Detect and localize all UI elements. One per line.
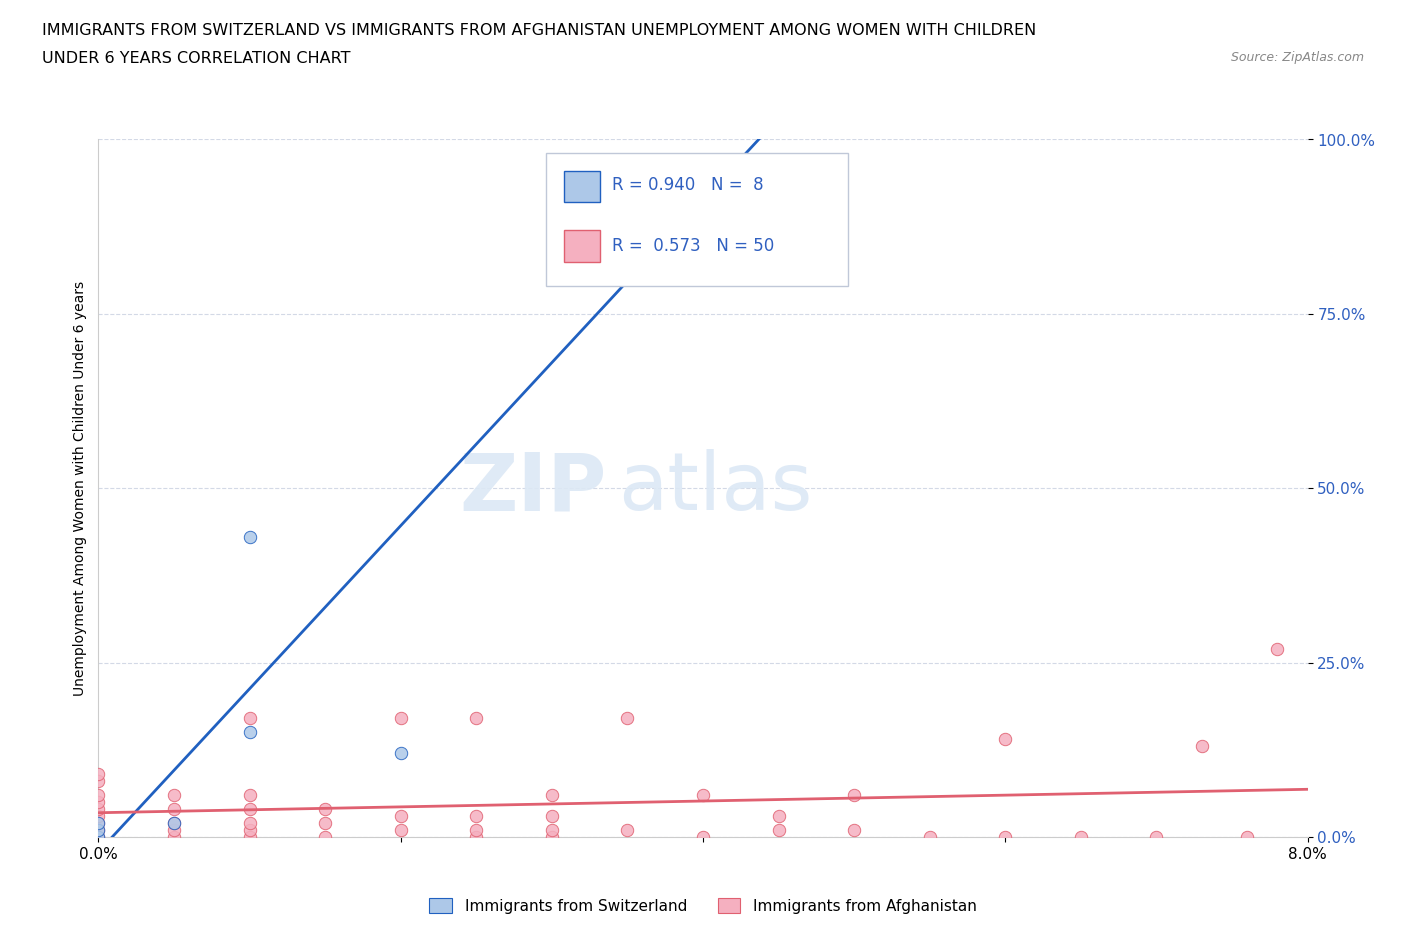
- Point: [1236, 830, 1258, 844]
- Point: [389, 809, 412, 824]
- Point: [1070, 830, 1092, 844]
- Point: [163, 830, 186, 844]
- Point: [87, 766, 110, 781]
- Point: [540, 809, 562, 824]
- Point: [1144, 830, 1167, 844]
- Bar: [564, 171, 600, 203]
- Point: [465, 823, 488, 837]
- Point: [540, 788, 562, 803]
- Point: [389, 823, 412, 837]
- Point: [87, 788, 110, 803]
- Point: [163, 788, 186, 803]
- Text: atlas: atlas: [619, 449, 813, 527]
- Point: [87, 816, 110, 830]
- Point: [87, 809, 110, 824]
- Point: [87, 823, 110, 837]
- Point: [844, 788, 866, 803]
- Y-axis label: Unemployment Among Women with Children Under 6 years: Unemployment Among Women with Children U…: [73, 281, 87, 696]
- Point: [87, 802, 110, 817]
- Point: [994, 830, 1017, 844]
- Point: [692, 788, 714, 803]
- Point: [239, 830, 262, 844]
- Point: [768, 823, 790, 837]
- Point: [239, 823, 262, 837]
- Point: [616, 823, 638, 837]
- Point: [389, 711, 412, 725]
- Point: [844, 823, 866, 837]
- Text: R = 0.940   N =  8: R = 0.940 N = 8: [612, 176, 763, 193]
- Text: ZIP: ZIP: [458, 449, 606, 527]
- Bar: [564, 230, 600, 261]
- Point: [540, 830, 562, 844]
- Point: [87, 830, 110, 844]
- Point: [239, 530, 262, 545]
- Point: [994, 732, 1017, 747]
- Point: [768, 809, 790, 824]
- Point: [314, 802, 336, 817]
- Point: [87, 816, 110, 830]
- Point: [692, 830, 714, 844]
- Point: [239, 725, 262, 740]
- Point: [314, 830, 336, 844]
- Text: UNDER 6 YEARS CORRELATION CHART: UNDER 6 YEARS CORRELATION CHART: [42, 51, 350, 66]
- Point: [239, 711, 262, 725]
- Legend: Immigrants from Switzerland, Immigrants from Afghanistan: Immigrants from Switzerland, Immigrants …: [423, 892, 983, 920]
- Point: [163, 816, 186, 830]
- Point: [465, 830, 488, 844]
- Point: [616, 711, 638, 725]
- Point: [163, 802, 186, 817]
- Point: [239, 802, 262, 817]
- Point: [239, 788, 262, 803]
- Point: [87, 823, 110, 837]
- FancyBboxPatch shape: [546, 153, 848, 286]
- Point: [87, 830, 110, 844]
- Point: [163, 823, 186, 837]
- Point: [918, 830, 941, 844]
- Point: [616, 167, 638, 182]
- Point: [239, 816, 262, 830]
- Point: [540, 823, 562, 837]
- Point: [465, 809, 488, 824]
- Point: [1265, 642, 1288, 657]
- Text: IMMIGRANTS FROM SWITZERLAND VS IMMIGRANTS FROM AFGHANISTAN UNEMPLOYMENT AMONG WO: IMMIGRANTS FROM SWITZERLAND VS IMMIGRANT…: [42, 23, 1036, 38]
- Point: [87, 794, 110, 809]
- Text: R =  0.573   N = 50: R = 0.573 N = 50: [612, 236, 775, 255]
- Point: [87, 774, 110, 789]
- Point: [163, 816, 186, 830]
- Text: Source: ZipAtlas.com: Source: ZipAtlas.com: [1230, 51, 1364, 64]
- Point: [389, 746, 412, 761]
- Point: [314, 816, 336, 830]
- Point: [465, 711, 488, 725]
- Point: [1191, 738, 1213, 753]
